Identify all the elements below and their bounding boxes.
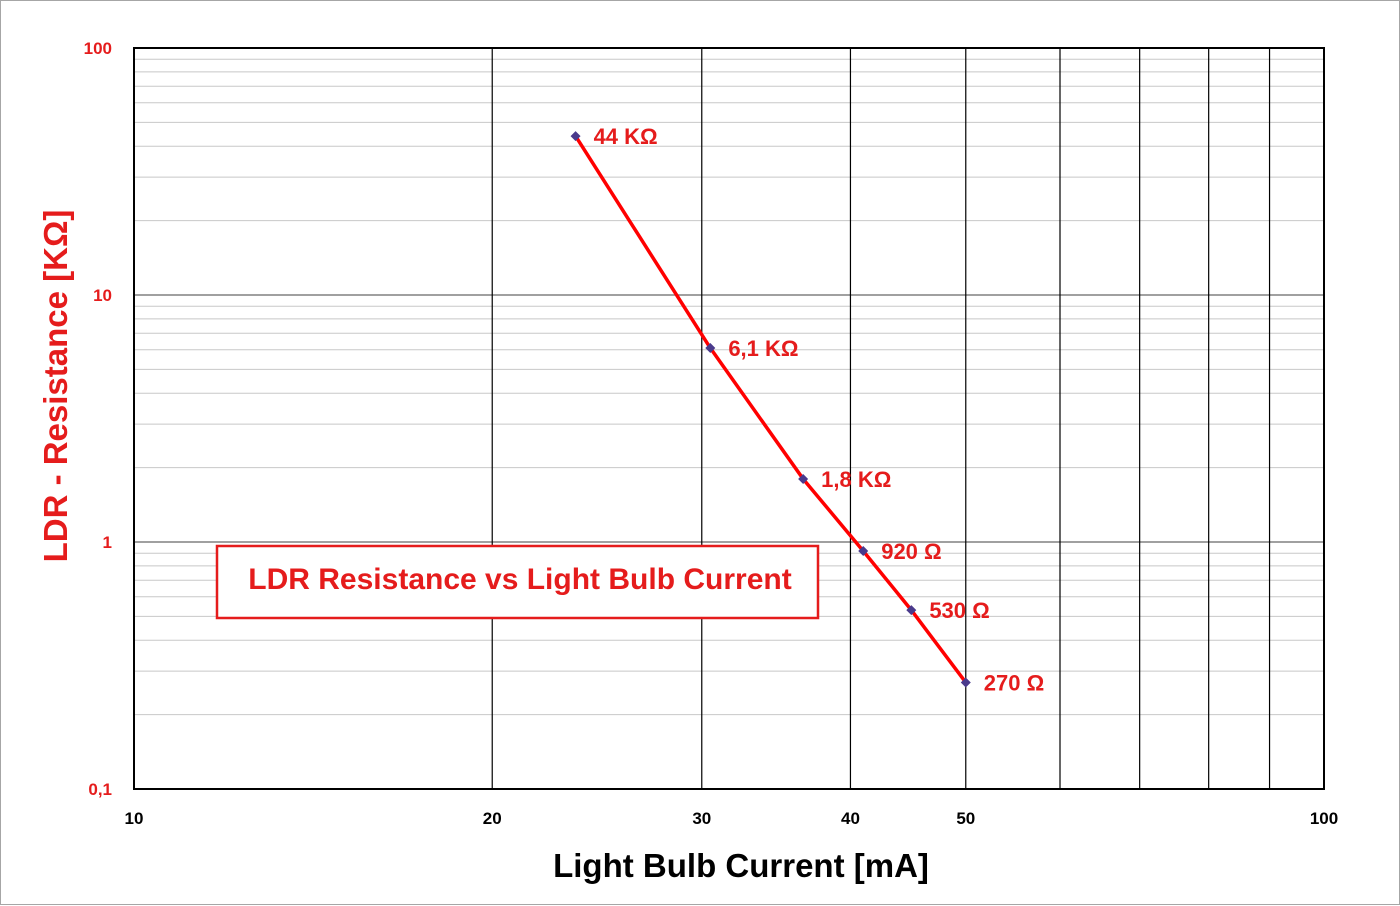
data-label: 270 Ω [984, 670, 1044, 695]
data-label: 920 Ω [881, 539, 941, 564]
x-axis-title: Light Bulb Current [mA] [553, 847, 929, 884]
major-gridlines [134, 48, 1324, 789]
plot-area [133, 47, 1325, 790]
x-tick-label: 100 [1310, 809, 1338, 828]
x-tick-label: 30 [692, 809, 711, 828]
data-label: 530 Ω [929, 598, 989, 623]
y-axis-title: LDR - Resistance [KΩ] [37, 210, 74, 563]
x-tick-label: 20 [483, 809, 502, 828]
y-tick-label: 10 [93, 286, 112, 305]
data-label: 6,1 KΩ [728, 336, 798, 361]
data-point-marker [858, 545, 869, 556]
x-tick-label: 50 [956, 809, 975, 828]
data-point-marker [960, 677, 971, 688]
y-tick-label: 1 [103, 533, 112, 552]
x-tick-label: 40 [841, 809, 860, 828]
y-tick-label: 0,1 [88, 780, 112, 799]
data-point-marker [705, 343, 716, 354]
y-axis-tick-labels: 0,1 1 10 100 [84, 39, 112, 799]
series-line [574, 135, 968, 684]
data-label: 44 KΩ [594, 124, 658, 149]
data-point-marker [570, 131, 581, 142]
x-tick-label: 10 [125, 809, 144, 828]
y-tick-label: 100 [84, 39, 112, 58]
data-point-marker [798, 473, 809, 484]
data-point-marker [906, 605, 917, 616]
chart-title-box: LDR Resistance vs Light Bulb Current [215, 544, 820, 620]
data-label: 1,8 KΩ [821, 467, 891, 492]
chart-title: LDR Resistance vs Light Bulb Current [248, 563, 791, 596]
data-series: 44 KΩ 6,1 KΩ 1,8 KΩ 920 Ω 530 Ω 270 Ω [570, 124, 1044, 695]
x-axis-tick-labels: 10 20 30 40 50 100 [125, 809, 1339, 828]
